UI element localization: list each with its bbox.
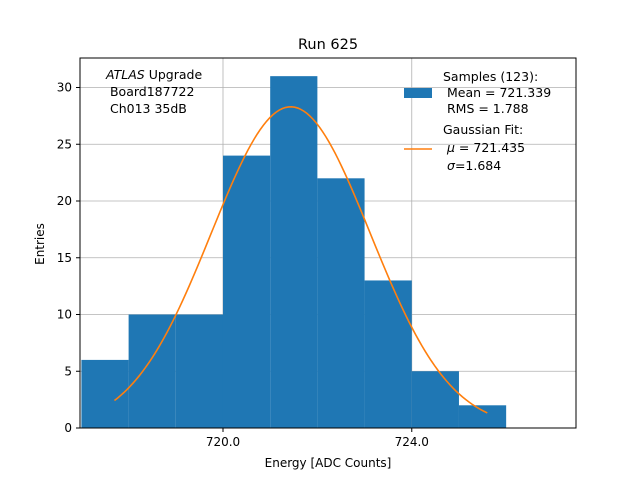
annotation-line-3: Ch013 35dB bbox=[106, 101, 187, 116]
histogram-bar bbox=[458, 405, 507, 428]
y-tick-label: 0 bbox=[64, 421, 72, 435]
legend-fit-sigma: σ=1.684 bbox=[447, 158, 501, 173]
y-tick-label: 5 bbox=[64, 364, 72, 378]
annotation-line-2: Board187722 bbox=[106, 84, 194, 99]
histogram-bar bbox=[317, 178, 365, 428]
annotation-atlas: ATLAS bbox=[105, 67, 145, 82]
histogram-bar bbox=[81, 359, 129, 428]
legend-mu-value: = 721.435 bbox=[455, 140, 525, 155]
legend-samples-swatch bbox=[404, 88, 432, 98]
histogram-bar bbox=[175, 314, 223, 428]
x-tick-label: 724.0 bbox=[395, 435, 429, 449]
legend-mu-symbol: μ bbox=[446, 140, 455, 155]
histogram-bar bbox=[270, 76, 318, 428]
legend-sigma-value: =1.684 bbox=[455, 158, 501, 173]
annotation-line-1: ATLAS Upgrade bbox=[105, 67, 202, 82]
legend-samples-line-1: Samples (123): bbox=[443, 69, 538, 84]
y-axis-label: Entries bbox=[33, 223, 47, 265]
histogram-bar bbox=[411, 371, 459, 428]
gaussian-fit bbox=[113, 106, 488, 414]
y-tick-label: 20 bbox=[57, 194, 72, 208]
axes-frame bbox=[79, 57, 577, 429]
legend-samples-line-2: Mean = 721.339 bbox=[443, 85, 551, 100]
histogram-bar bbox=[222, 155, 271, 428]
annotation-upgrade: Upgrade bbox=[145, 67, 203, 82]
y-tick-label: 30 bbox=[57, 81, 72, 95]
legend-samples-line-3: RMS = 1.788 bbox=[443, 101, 529, 116]
y-tick-label: 10 bbox=[57, 308, 72, 322]
histogram-bar bbox=[364, 280, 412, 428]
histogram-bar bbox=[128, 314, 176, 428]
y-axis-ticks: 0 5 10 15 20 25 30 bbox=[57, 81, 80, 435]
x-axis-ticks: 720.0 724.0 bbox=[206, 428, 429, 449]
histogram-bars bbox=[81, 76, 507, 428]
chart-title: Run 625 bbox=[298, 37, 358, 53]
y-tick-label: 15 bbox=[57, 251, 72, 265]
x-tick-label: 720.0 bbox=[206, 435, 240, 449]
gaussian-fit-line bbox=[113, 106, 488, 414]
x-axis-label: Energy [ADC Counts] bbox=[265, 456, 392, 470]
legend-sigma-symbol: σ bbox=[447, 158, 456, 173]
y-tick-label: 25 bbox=[57, 137, 72, 151]
legend: Samples (123): Mean = 721.339 RMS = 1.78… bbox=[404, 69, 551, 173]
legend-fit-mu: μ = 721.435 bbox=[446, 140, 525, 155]
legend-fit-line-1: Gaussian Fit: bbox=[443, 122, 523, 137]
annotation-box: ATLAS Upgrade Board187722 Ch013 35dB bbox=[105, 67, 202, 116]
